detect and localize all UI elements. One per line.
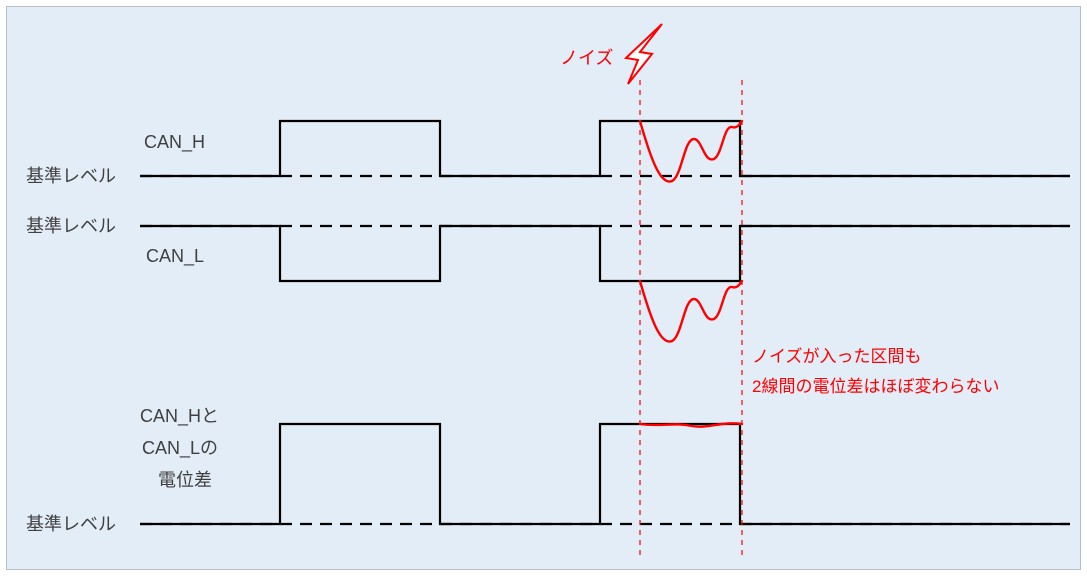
diff-label-3: 電位差 [158, 470, 212, 490]
ref-level-2-label: 基準レベル [26, 216, 116, 236]
can-l-noise [640, 281, 742, 342]
can-l-waveform [140, 226, 1070, 281]
can-h-noise [640, 121, 742, 182]
diff-label-1: CAN_Hと [140, 406, 219, 427]
noise-label: ノイズ [560, 48, 613, 68]
ref-level-1-label: 基準レベル [26, 166, 116, 186]
diff-waveform [140, 424, 1070, 524]
can-h-label: CAN_H [144, 132, 205, 153]
lightning-bolt-icon [626, 24, 662, 84]
note-line-2: 2線間の電位差はほぼ変わらない [752, 377, 999, 396]
ref-level-3-label: 基準レベル [26, 514, 116, 534]
can-l-label: CAN_L [146, 246, 204, 267]
diff-label-2: CAN_Lの [142, 438, 218, 459]
can-h-waveform [140, 121, 1070, 176]
diagram-canvas: ノイズCAN_H基準レベル基準レベルCAN_LCAN_HとCAN_Lの電位差基準… [0, 0, 1087, 576]
diagram-svg: ノイズCAN_H基準レベル基準レベルCAN_LCAN_HとCAN_Lの電位差基準… [0, 0, 1087, 576]
note-line-1: ノイズが入った区間も [752, 347, 922, 366]
